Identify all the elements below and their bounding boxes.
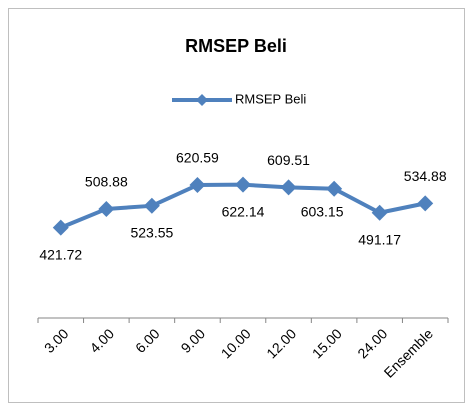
chart-title: RMSEP Beli bbox=[185, 36, 287, 56]
data-point bbox=[326, 180, 343, 197]
data-label: 603.15 bbox=[301, 203, 344, 219]
legend-marker bbox=[196, 94, 208, 106]
data-label: 620.59 bbox=[176, 150, 219, 166]
data-label: 534.88 bbox=[404, 168, 447, 184]
data-point bbox=[371, 204, 388, 221]
legend-label: RMSEP Beli bbox=[235, 91, 306, 106]
data-label: 421.72 bbox=[39, 246, 82, 262]
data-label: 609.51 bbox=[267, 152, 310, 168]
data-label: 622.14 bbox=[222, 203, 265, 219]
data-point bbox=[52, 219, 69, 236]
data-point bbox=[143, 197, 160, 214]
data-point bbox=[98, 200, 115, 217]
data-point bbox=[189, 177, 206, 194]
data-label: 491.17 bbox=[358, 231, 401, 247]
data-label: 523.55 bbox=[130, 225, 173, 241]
data-label: 508.88 bbox=[85, 174, 128, 190]
data-point bbox=[280, 179, 297, 196]
data-point bbox=[235, 176, 251, 193]
chart-frame bbox=[8, 8, 465, 403]
data-point bbox=[417, 195, 434, 212]
